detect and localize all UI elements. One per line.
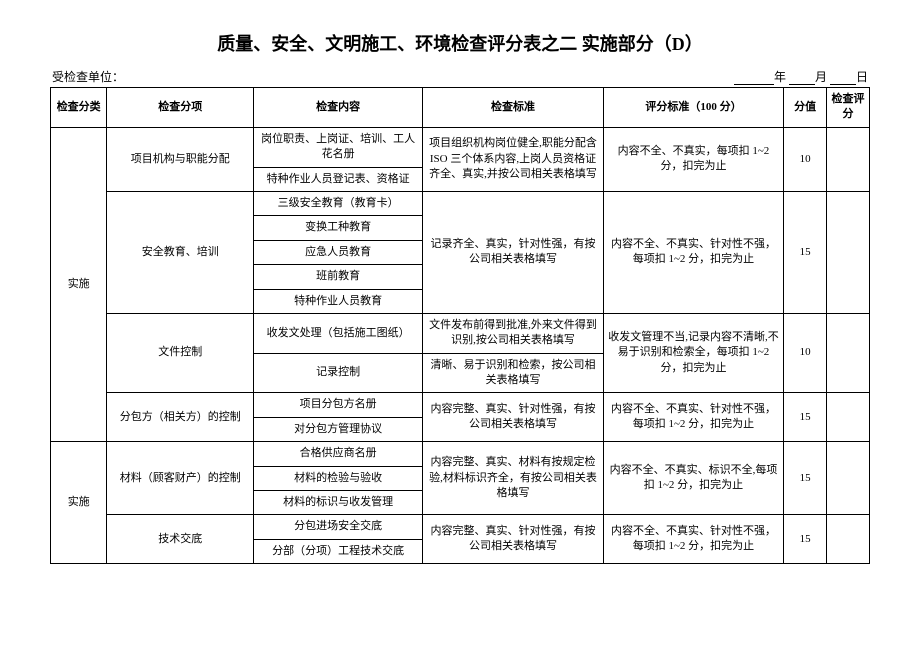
col-score: 分值 [784, 88, 827, 128]
item-cell: 技术交底 [107, 515, 254, 564]
table-row: 文件控制 收发文处理（包括施工图纸） 文件发布前得到批准,外来文件得到识别,按公… [51, 313, 870, 353]
content-cell: 材料的检验与验收 [254, 466, 423, 490]
col-standard: 检查标准 [423, 88, 603, 128]
item-cell: 文件控制 [107, 313, 254, 393]
content-cell: 收发文处理（包括施工图纸） [254, 313, 423, 353]
col-check-score: 检查评分 [827, 88, 870, 128]
table-row: 分包方（相关方）的控制 项目分包方名册 内容完整、真实、针对性强，有按公司相关表… [51, 393, 870, 417]
year-suffix: 年 [774, 70, 786, 84]
content-cell: 对分包方管理协议 [254, 417, 423, 441]
inspected-unit-label: 受检查单位： [52, 68, 124, 85]
content-cell: 合格供应商名册 [254, 442, 423, 466]
col-category: 检查分类 [51, 88, 107, 128]
standard-cell: 内容完整、真实、材料有按规定检验,材料标识齐全，有按公司相关表格填写 [423, 442, 603, 515]
check-score-cell [827, 393, 870, 442]
item-cell: 材料（顾客财产）的控制 [107, 442, 254, 515]
score-table: 检查分类 检查分项 检查内容 检查标准 评分标准（100 分） 分值 检查评分 … [50, 87, 870, 564]
check-score-cell [827, 191, 870, 313]
header-row: 受检查单位： 年 月 日 [50, 68, 870, 85]
score-cell: 15 [784, 515, 827, 564]
check-score-cell [827, 127, 870, 191]
item-cell: 分包方（相关方）的控制 [107, 393, 254, 442]
table-row: 安全教育、培训 三级安全教育（教育卡） 记录齐全、真实，针对性强，有按公司相关表… [51, 191, 870, 215]
table-header-row: 检查分类 检查分项 检查内容 检查标准 评分标准（100 分） 分值 检查评分 [51, 88, 870, 128]
score-standard-cell: 内容不全、不真实、针对性不强，每项扣 1~2 分，扣完为止 [603, 191, 783, 313]
standard-cell: 记录齐全、真实，针对性强，有按公司相关表格填写 [423, 191, 603, 313]
check-score-cell [827, 313, 870, 393]
col-score-standard: 评分标准（100 分） [603, 88, 783, 128]
table-row: 实施 项目机构与职能分配 岗位职责、上岗证、培训、工人花名册 项目组织机构岗位健… [51, 127, 870, 167]
content-cell: 班前教育 [254, 265, 423, 289]
standard-cell: 内容完整、真实、针对性强，有按公司相关表格填写 [423, 393, 603, 442]
item-cell: 安全教育、培训 [107, 191, 254, 313]
col-content: 检查内容 [254, 88, 423, 128]
score-standard-cell: 内容不全、不真实，每项扣 1~2 分，扣完为止 [603, 127, 783, 191]
category-cell: 实施 [51, 127, 107, 441]
content-cell: 项目分包方名册 [254, 393, 423, 417]
day-suffix: 日 [856, 70, 868, 84]
score-cell: 10 [784, 127, 827, 191]
standard-cell: 项目组织机构岗位健全,职能分配含 ISO 三个体系内容,上岗人员资格证齐全、真实… [423, 127, 603, 191]
score-cell: 15 [784, 442, 827, 515]
date-fields: 年 月 日 [734, 68, 868, 85]
category-cell: 实施 [51, 442, 107, 564]
year-blank [734, 71, 774, 85]
content-cell: 记录控制 [254, 353, 423, 393]
content-cell: 分部（分项）工程技术交底 [254, 539, 423, 563]
content-cell: 三级安全教育（教育卡） [254, 191, 423, 215]
score-standard-cell: 内容不全、不真实、标识不全,每项扣 1~2 分，扣完为止 [603, 442, 783, 515]
content-cell: 岗位职责、上岗证、培训、工人花名册 [254, 127, 423, 167]
content-cell: 变换工种教育 [254, 216, 423, 240]
score-cell: 15 [784, 191, 827, 313]
month-blank [789, 71, 815, 85]
page-title: 质量、安全、文明施工、环境检查评分表之二 实施部分（D） [50, 30, 870, 56]
score-cell: 10 [784, 313, 827, 393]
content-cell: 材料的标识与收发管理 [254, 491, 423, 515]
score-standard-cell: 内容不全、不真实、针对性不强，每项扣 1~2 分，扣完为止 [603, 393, 783, 442]
content-cell: 特种作业人员登记表、资格证 [254, 167, 423, 191]
check-score-cell [827, 515, 870, 564]
content-cell: 特种作业人员教育 [254, 289, 423, 313]
table-row: 实施 材料（顾客财产）的控制 合格供应商名册 内容完整、真实、材料有按规定检验,… [51, 442, 870, 466]
day-blank [830, 71, 856, 85]
item-cell: 项目机构与职能分配 [107, 127, 254, 191]
standard-cell: 清晰、易于识别和检索，按公司相关表格填写 [423, 353, 603, 393]
score-cell: 15 [784, 393, 827, 442]
month-suffix: 月 [815, 70, 827, 84]
col-item: 检查分项 [107, 88, 254, 128]
score-standard-cell: 内容不全、不真实、针对性不强，每项扣 1~2 分，扣完为止 [603, 515, 783, 564]
check-score-cell [827, 442, 870, 515]
standard-cell: 文件发布前得到批准,外来文件得到识别,按公司相关表格填写 [423, 313, 603, 353]
table-row: 技术交底 分包进场安全交底 内容完整、真实、针对性强，有按公司相关表格填写 内容… [51, 515, 870, 539]
content-cell: 分包进场安全交底 [254, 515, 423, 539]
standard-cell: 内容完整、真实、针对性强，有按公司相关表格填写 [423, 515, 603, 564]
score-standard-cell: 收发文管理不当,记录内容不清晰,不易于识别和检索全，每项扣 1~2 分，扣完为止 [603, 313, 783, 393]
content-cell: 应急人员教育 [254, 240, 423, 264]
